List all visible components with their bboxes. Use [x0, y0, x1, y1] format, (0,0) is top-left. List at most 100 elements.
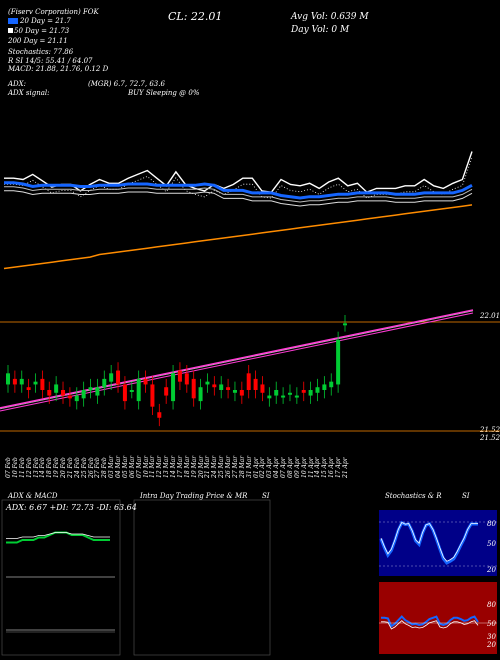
date-label: 21 Apr	[342, 457, 349, 478]
candle-body	[239, 390, 244, 396]
candle-body	[116, 370, 121, 385]
candle-body	[67, 395, 72, 399]
candle-body	[26, 387, 31, 390]
ma50-line-lower	[4, 190, 473, 207]
candle-body	[12, 378, 17, 385]
candle-body	[6, 373, 10, 385]
candle-body	[212, 384, 217, 388]
candle-body	[171, 373, 176, 402]
adx-panel	[1, 499, 121, 656]
intraday-panel-title: Intra Day Trading Price & MR	[140, 492, 248, 500]
buy-signal-label: BUY Sleeping @ 0%	[128, 89, 200, 97]
date-label: 21 Feb	[66, 457, 74, 478]
trend-line-1	[0, 309, 474, 409]
candle-body	[109, 373, 114, 382]
rsi-tick-50: 50	[487, 620, 496, 628]
adx-panel-title: ADX & MACD	[8, 492, 58, 500]
adx-label: ADX:	[8, 80, 27, 88]
price-right-low: 21.52	[480, 426, 500, 434]
candle-body	[301, 390, 306, 393]
price-right-low2: 21.52	[480, 434, 500, 442]
stoch-panel-title: Stochastics & R	[385, 492, 442, 500]
candle-body	[219, 384, 224, 390]
date-label: 31 Mar	[245, 455, 253, 478]
header-symbol: (Fiserv Corporation) FOK	[8, 8, 99, 16]
stoch-tick-20: 20	[487, 566, 496, 574]
candle-body	[122, 384, 127, 402]
di-line	[6, 532, 110, 539]
candle-body	[184, 373, 189, 385]
day-vol-label: Day Vol: 0 M	[291, 25, 350, 35]
legend-swatch-ma50	[8, 28, 13, 33]
candle-body	[336, 340, 341, 385]
trend-line-center	[0, 310, 474, 410]
intraday-panel	[133, 499, 271, 656]
rsi-label: R SI 14/5: 55.41 / 64.07	[8, 57, 93, 65]
adx-values: (MGR) 6.7, 72.7, 63.6	[88, 80, 165, 88]
candle-body	[294, 395, 299, 398]
date-label: 25 Feb	[80, 457, 88, 478]
candle-body	[19, 378, 24, 385]
candle-body	[281, 395, 286, 398]
candle-body	[95, 387, 100, 396]
macd-label: MACD: 21.88, 21.76, 0.12 D	[8, 65, 109, 73]
candle-body	[226, 387, 231, 390]
date-label: 09 Apr	[293, 457, 301, 478]
price-right-top: 22.01	[480, 312, 500, 320]
candle-body	[232, 390, 237, 393]
date-label: 07 Mar	[135, 455, 143, 478]
candle-body	[253, 378, 258, 390]
stoch-panel-title-2: SI	[462, 492, 470, 500]
stoch-tick-50: 50	[487, 540, 496, 548]
ma50-label: 50 Day = 21.73	[14, 27, 70, 35]
adx-panel-values: ADX: 6.67 +DI: 72.73 -DI: 63.64	[6, 503, 137, 512]
price-dotted-line	[4, 157, 473, 199]
price-line	[4, 151, 473, 194]
candle-body	[129, 390, 134, 392]
candle-body	[74, 395, 79, 402]
candle-body	[150, 384, 155, 407]
date-label: 27 Mar	[231, 455, 239, 478]
candle-body	[136, 378, 141, 402]
candle-body	[143, 378, 148, 385]
candle-body	[329, 381, 334, 388]
rsi-tick-80: 80	[487, 601, 496, 609]
candle-body	[33, 381, 38, 385]
candle-body	[40, 378, 45, 390]
stoch-white-line	[380, 521, 478, 562]
candle-body	[205, 381, 210, 385]
rsi-tick-20: 20	[487, 641, 496, 649]
date-label: 19 Mar	[190, 455, 198, 478]
candle-body	[81, 390, 86, 399]
candle-body	[308, 390, 313, 396]
candle-body	[61, 390, 66, 396]
avg-vol-label: Avg Vol: 0.639 M	[291, 12, 369, 22]
adx-signal-label: ADX signal:	[8, 89, 50, 97]
candle-body	[177, 370, 182, 382]
candle-body	[54, 384, 59, 393]
date-label: 18 Mar	[183, 455, 191, 478]
date-label: 11 Feb	[18, 457, 26, 478]
ma50-line-upper	[4, 186, 473, 203]
date-label: 10 Feb	[11, 457, 19, 478]
candle-body	[322, 384, 327, 390]
stoch-label: Stochastics: 77.86	[8, 48, 74, 56]
trend-line-2	[0, 312, 474, 412]
date-label: 07 Feb	[5, 457, 12, 478]
candle-body	[274, 390, 279, 396]
candle-body	[198, 387, 203, 402]
date-label: 10 Apr	[300, 457, 308, 478]
rsi-tick-30: 30	[487, 633, 496, 641]
date-label: 08 Apr	[286, 457, 294, 478]
date-label: 04 Mar	[115, 455, 123, 478]
candle-body	[287, 392, 292, 395]
stoch-tick-80: 80	[487, 520, 496, 528]
close-price-label: CL: 22.01	[168, 10, 223, 23]
date-label: 12 Feb	[25, 457, 33, 478]
date-label: 28 Mar	[238, 455, 246, 478]
candle-body	[260, 384, 265, 393]
ma20-label: 20 Day = 21.7	[20, 17, 71, 25]
candle-body	[343, 323, 347, 326]
date-label: 05 Mar	[121, 455, 129, 478]
rsi-blue-line	[381, 615, 479, 628]
